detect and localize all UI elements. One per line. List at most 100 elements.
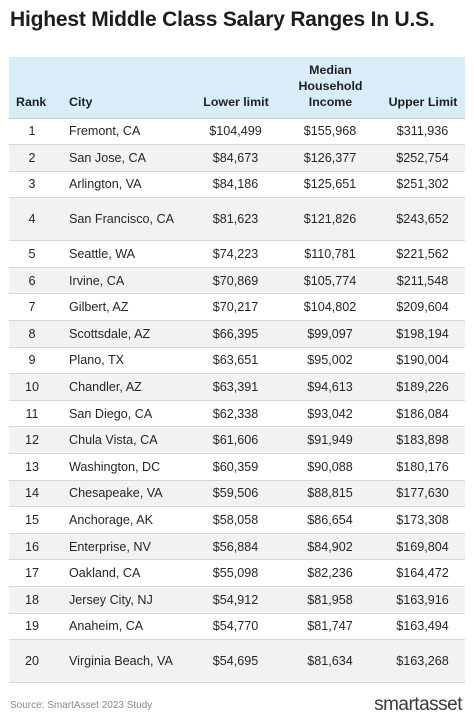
lower-limit-cell: $59,506: [192, 480, 280, 507]
page-title: Highest Middle Class Salary Ranges In U.…: [10, 8, 435, 32]
city-cell: Gilbert, AZ: [61, 294, 192, 321]
source-note: Source: SmartAsset 2023 Study: [10, 700, 152, 711]
table-row: 8 Scottsdale, AZ $66,395 $99,097 $198,194: [9, 321, 465, 348]
table-row: 18 Jersey City, NJ $54,912 $81,958 $163,916: [9, 587, 465, 614]
lower-limit-cell: $54,695: [192, 640, 280, 683]
header-city: City: [61, 57, 192, 118]
lower-limit-cell: $63,391: [192, 374, 280, 401]
table-row: 13 Washington, DC $60,359 $90,088 $180,176: [9, 454, 465, 481]
median-income-cell: $104,802: [280, 294, 381, 321]
rank-cell: 3: [9, 171, 61, 198]
city-cell: Enterprise, NV: [61, 533, 192, 560]
rank-cell: 15: [9, 507, 61, 534]
upper-limit-cell: $243,652: [381, 198, 465, 241]
median-income-cell: $86,654: [280, 507, 381, 534]
city-cell: Jersey City, NJ: [61, 587, 192, 614]
table-row: 5 Seattle, WA $74,223 $110,781 $221,562: [9, 241, 465, 268]
median-income-cell: $81,747: [280, 613, 381, 640]
upper-limit-cell: $190,004: [381, 347, 465, 374]
upper-limit-cell: $163,494: [381, 613, 465, 640]
median-income-cell: $121,826: [280, 198, 381, 241]
median-income-cell: $91,949: [280, 427, 381, 454]
smartasset-logo: smartasset: [374, 694, 462, 716]
table-header: Rank City Lower limit Median Household I…: [9, 57, 465, 118]
upper-limit-cell: $183,898: [381, 427, 465, 454]
lower-limit-cell: $63,651: [192, 347, 280, 374]
header-lower-limit: Lower limit: [192, 57, 280, 118]
rank-cell: 7: [9, 294, 61, 321]
table-row: 19 Anaheim, CA $54,770 $81,747 $163,494: [9, 613, 465, 640]
lower-limit-cell: $60,359: [192, 454, 280, 481]
upper-limit-cell: $251,302: [381, 171, 465, 198]
header-upper-limit: Upper Limit: [381, 57, 465, 118]
lower-limit-cell: $66,395: [192, 321, 280, 348]
rank-cell: 5: [9, 241, 61, 268]
city-cell: Oakland, CA: [61, 560, 192, 587]
lower-limit-cell: $70,217: [192, 294, 280, 321]
table-body: 1 Fremont, CA $104,499 $155,968 $311,936 2 San…: [9, 118, 465, 683]
header-rank: Rank: [9, 57, 61, 118]
table-row: 14 Chesapeake, VA $59,506 $88,815 $177,630: [9, 480, 465, 507]
median-income-cell: $81,634: [280, 640, 381, 683]
upper-limit-cell: $169,804: [381, 533, 465, 560]
table-row: 2 San Jose, CA $84,673 $126,377 $252,754: [9, 145, 465, 172]
rank-cell: 12: [9, 427, 61, 454]
lower-limit-cell: $54,770: [192, 613, 280, 640]
median-income-cell: $125,651: [280, 171, 381, 198]
lower-limit-cell: $84,673: [192, 145, 280, 172]
city-cell: San Jose, CA: [61, 145, 192, 172]
rank-cell: 2: [9, 145, 61, 172]
upper-limit-cell: $163,916: [381, 587, 465, 614]
upper-limit-cell: $198,194: [381, 321, 465, 348]
city-cell: Virginia Beach, VA: [61, 640, 192, 683]
lower-limit-cell: $56,884: [192, 533, 280, 560]
rank-cell: 11: [9, 400, 61, 427]
city-cell: Fremont, CA: [61, 118, 192, 145]
city-cell: San Francisco, CA: [61, 198, 192, 241]
upper-limit-cell: $177,630: [381, 480, 465, 507]
rank-cell: 9: [9, 347, 61, 374]
median-income-cell: $82,236: [280, 560, 381, 587]
rank-cell: 6: [9, 267, 61, 294]
rank-cell: 14: [9, 480, 61, 507]
lower-limit-cell: $58,058: [192, 507, 280, 534]
median-income-cell: $155,968: [280, 118, 381, 145]
table-row: 17 Oakland, CA $55,098 $82,236 $164,472: [9, 560, 465, 587]
table-row: 11 San Diego, CA $62,338 $93,042 $186,084: [9, 400, 465, 427]
upper-limit-cell: $180,176: [381, 454, 465, 481]
upper-limit-cell: $189,226: [381, 374, 465, 401]
rank-cell: 1: [9, 118, 61, 145]
city-cell: Anchorage, AK: [61, 507, 192, 534]
table-row: 16 Enterprise, NV $56,884 $84,902 $169,804: [9, 533, 465, 560]
upper-limit-cell: $311,936: [381, 118, 465, 145]
upper-limit-cell: $186,084: [381, 400, 465, 427]
upper-limit-cell: $164,472: [381, 560, 465, 587]
rank-cell: 4: [9, 198, 61, 241]
table-row: 20 Virginia Beach, VA $54,695 $81,634 $163,2…: [9, 640, 465, 683]
city-cell: San Diego, CA: [61, 400, 192, 427]
table-row: 1 Fremont, CA $104,499 $155,968 $311,936: [9, 118, 465, 145]
city-cell: Scottsdale, AZ: [61, 321, 192, 348]
table-row: 10 Chandler, AZ $63,391 $94,613 $189,226: [9, 374, 465, 401]
rank-cell: 10: [9, 374, 61, 401]
header-median-income: Median Household Income: [280, 57, 381, 118]
table-row: 6 Irvine, CA $70,869 $105,774 $211,548: [9, 267, 465, 294]
rank-cell: 17: [9, 560, 61, 587]
lower-limit-cell: $55,098: [192, 560, 280, 587]
city-cell: Plano, TX: [61, 347, 192, 374]
lower-limit-cell: $84,186: [192, 171, 280, 198]
table-row: 7 Gilbert, AZ $70,217 $104,802 $209,604: [9, 294, 465, 321]
lower-limit-cell: $61,606: [192, 427, 280, 454]
median-income-cell: $84,902: [280, 533, 381, 560]
table-row: 12 Chula Vista, CA $61,606 $91,949 $183,898: [9, 427, 465, 454]
city-cell: Seattle, WA: [61, 241, 192, 268]
lower-limit-cell: $62,338: [192, 400, 280, 427]
lower-limit-cell: $74,223: [192, 241, 280, 268]
rank-cell: 19: [9, 613, 61, 640]
city-cell: Washington, DC: [61, 454, 192, 481]
table-row: 9 Plano, TX $63,651 $95,002 $190,004: [9, 347, 465, 374]
rank-cell: 20: [9, 640, 61, 683]
rank-cell: 18: [9, 587, 61, 614]
upper-limit-cell: $173,308: [381, 507, 465, 534]
median-income-cell: $110,781: [280, 241, 381, 268]
